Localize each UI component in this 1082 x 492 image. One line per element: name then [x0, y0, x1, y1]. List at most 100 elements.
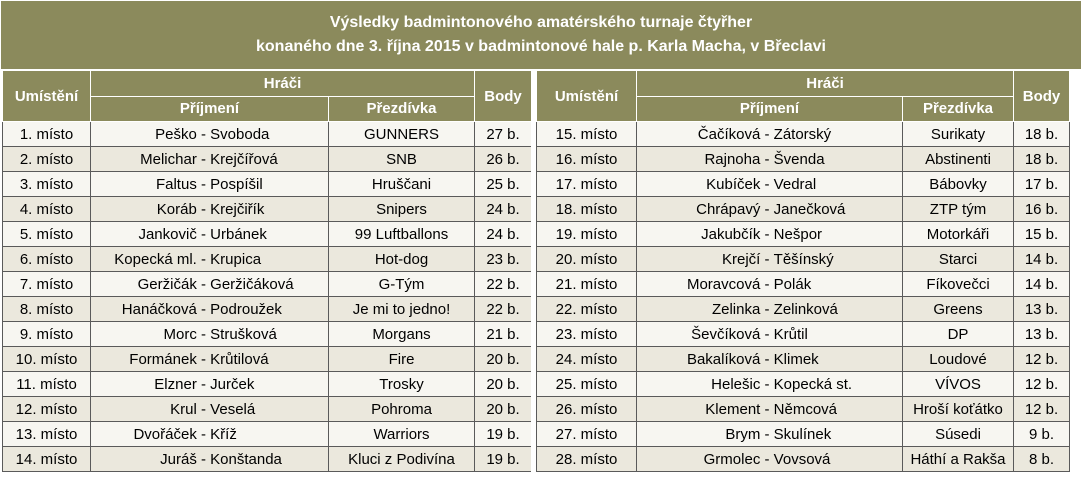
nickname-cell: SNB	[328, 146, 475, 172]
table-row: 15. místo Čačíková - Zátorský Surikaty 18 b…	[536, 121, 1070, 147]
players-cell: Melichar - Krejčířová	[90, 146, 329, 172]
points-cell: 14 b.	[1013, 271, 1070, 297]
points-cell: 14 b.	[1013, 246, 1070, 272]
table-row: 2. místo Melichar - Krejčířová SNB 26 b.	[2, 146, 532, 172]
points-cell: 22 b.	[474, 271, 532, 297]
points-cell: 26 b.	[474, 146, 532, 172]
nickname-cell: Loudové	[902, 346, 1014, 372]
nickname-cell: Hot-dog	[328, 246, 475, 272]
rank-cell: 25. místo	[536, 371, 637, 397]
player-1: Chrápavý	[696, 200, 761, 218]
points-cell: 21 b.	[474, 321, 532, 347]
player-1: Zelinka	[711, 300, 761, 318]
rank-cell: 3. místo	[2, 171, 91, 197]
player-2: Polák	[773, 275, 812, 293]
nickname-cell: Kluci z Podivína	[328, 446, 475, 472]
nickname-cell: G-Tým	[328, 271, 475, 297]
points-cell: 19 b.	[474, 446, 532, 472]
points-cell: 15 b.	[1013, 221, 1070, 247]
player-separator: -	[760, 125, 774, 143]
points-cell: 13 b.	[1013, 296, 1070, 322]
player-separator: -	[760, 150, 774, 168]
player-separator: -	[196, 225, 211, 243]
rank-cell: 26. místo	[536, 396, 637, 422]
points-cell: 12 b.	[1013, 371, 1070, 397]
rank-cell: 10. místo	[2, 346, 91, 372]
player-separator: -	[760, 375, 774, 393]
player-separator: -	[196, 350, 211, 368]
players-cell: Grmolec - Vovsová	[636, 446, 903, 472]
player-1: Morc	[163, 325, 197, 343]
points-cell: 9 b.	[1013, 421, 1070, 447]
table-row: 9. místo Morc - Strušková Morgans 21 b.	[2, 321, 532, 347]
results-table-right: Umístění Hráči Body Příjmení Přezdívka 1…	[536, 70, 1070, 472]
player-separator: -	[196, 250, 211, 268]
players-cell: Juráš - Konštanda	[90, 446, 329, 472]
player-separator: -	[196, 450, 211, 468]
player-1: Elzner	[154, 375, 197, 393]
player-1: Čačíková	[697, 125, 761, 143]
table-row: 10. místo Formánek - Krůtilová Fire 20 b.	[2, 346, 532, 372]
player-separator: -	[196, 275, 211, 293]
table-row: 16. místo Rajnoha - Švenda Abstinenti 18 b.	[536, 146, 1070, 172]
player-2: Krůtil	[773, 325, 808, 343]
player-1: Koráb	[156, 200, 197, 218]
nickname-cell: 99 Luftballons	[328, 221, 475, 247]
players-cell: Faltus - Pospíšil	[90, 171, 329, 197]
players-cell: Brym - Skulínek	[636, 421, 903, 447]
player-2: Kopecká st.	[773, 375, 853, 393]
nickname-cell: Starci	[902, 246, 1014, 272]
table-row: 20. místo Krejčí - Těšínský Starci 14 b.	[536, 246, 1070, 272]
players-cell: Elzner - Jurček	[90, 371, 329, 397]
points-cell: 20 b.	[474, 396, 532, 422]
player-2: Nešpor	[773, 225, 823, 243]
points-cell: 23 b.	[474, 246, 532, 272]
rank-cell: 13. místo	[2, 421, 91, 447]
points-cell: 18 b.	[1013, 146, 1070, 172]
table-row: 28. místo Grmolec - Vovsová Háthí a Rakša 8…	[536, 446, 1070, 472]
player-1: Krul	[170, 400, 197, 418]
player-2: Svoboda	[210, 125, 270, 143]
players-cell: Krul - Veselá	[90, 396, 329, 422]
player-separator: -	[760, 400, 774, 418]
players-cell: Hanáčková - Podroužek	[90, 296, 329, 322]
player-2: Janečková	[773, 200, 846, 218]
players-cell: Čačíková - Zátorský	[636, 121, 903, 147]
players-cell: Morc - Strušková	[90, 321, 329, 347]
player-2: Krůtilová	[210, 350, 269, 368]
rank-cell: 6. místo	[2, 246, 91, 272]
nickname-cell: VÍVOS	[902, 371, 1014, 397]
player-separator: -	[196, 125, 211, 143]
header-surnames: Příjmení	[90, 95, 329, 122]
nickname-cell: DP	[902, 321, 1014, 347]
table-row: 24. místo Bakalíková - Klimek Loudové 12 b.	[536, 346, 1070, 372]
player-separator: -	[196, 425, 211, 443]
players-cell: Jakubčík - Nešpor	[636, 221, 903, 247]
player-1: Grmolec	[703, 450, 761, 468]
player-2: Podroužek	[210, 300, 282, 318]
points-cell: 27 b.	[474, 121, 532, 147]
points-cell: 24 b.	[474, 196, 532, 222]
rank-cell: 2. místo	[2, 146, 91, 172]
nickname-cell: Greens	[902, 296, 1014, 322]
player-1: Hanáčková	[121, 300, 197, 318]
nickname-cell: Fire	[328, 346, 475, 372]
players-cell: Ševčíková - Krůtil	[636, 321, 903, 347]
header-players: Hráči	[636, 70, 1014, 97]
player-2: Krejčířová	[210, 150, 278, 168]
player-1: Klement	[705, 400, 761, 418]
nickname-cell: Hroší koťátko	[902, 396, 1014, 422]
rank-cell: 19. místo	[536, 221, 637, 247]
player-1: Kubíček	[706, 175, 761, 193]
player-1: Juráš	[160, 450, 197, 468]
player-separator: -	[760, 425, 774, 443]
player-2: Geržičáková	[210, 275, 294, 293]
player-1: Helešic	[711, 375, 761, 393]
rank-cell: 20. místo	[536, 246, 637, 272]
player-2: Kříž	[210, 425, 237, 443]
players-cell: Peško - Svoboda	[90, 121, 329, 147]
table-row: 17. místo Kubíček - Vedral Bábovky 17 b.	[536, 171, 1070, 197]
player-2: Veselá	[210, 400, 256, 418]
players-cell: Klement - Němcová	[636, 396, 903, 422]
